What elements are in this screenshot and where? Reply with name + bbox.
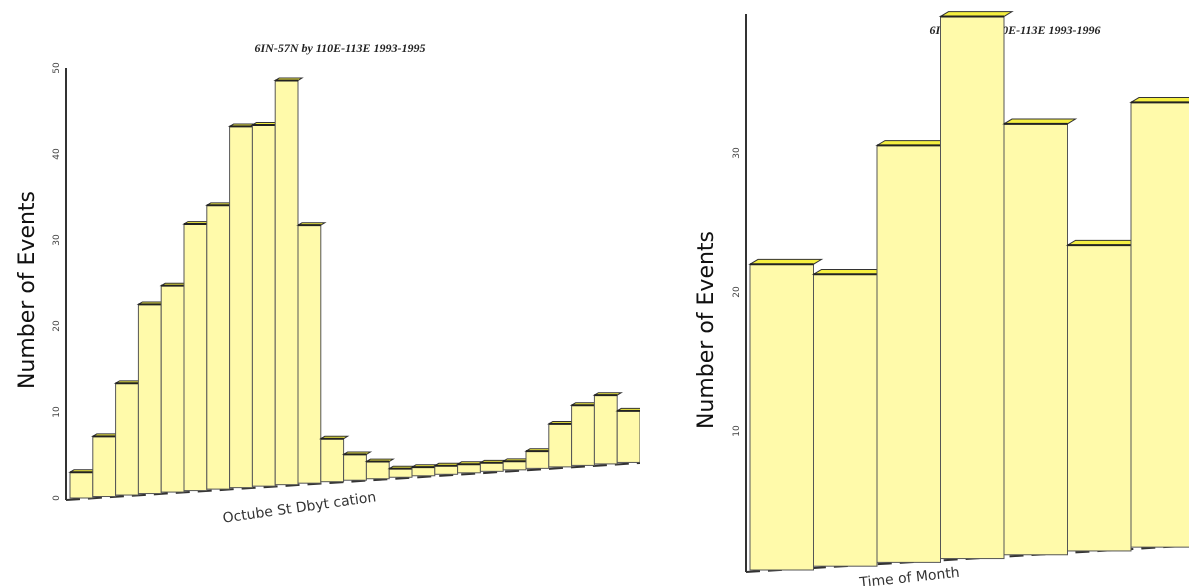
right-chart-panel: 6IN-57N by 110E-113E 1993-1996 Number of… [640,0,1189,586]
right-histogram: 6IN-57N by 110E-113E 1993-1996 Number of… [694,11,1189,586]
bar [136,301,168,495]
bar [546,420,578,468]
bar [748,258,824,571]
bar [68,469,99,499]
y-tick-label: 10 [52,406,62,418]
left-histogram: 6IN-57N by 110E-113E 1993-1995 Number of… [15,41,640,527]
right-y-axis-label: Number of Events [694,231,719,429]
left-y-axis-label: Number of Events [15,191,40,389]
bar [875,140,951,563]
left-chart-title: 6IN-57N by 110E-113E 1993-1995 [255,41,426,55]
bar [1129,97,1189,548]
bar [387,465,418,478]
bar [341,451,373,481]
y-tick-label: 30 [52,234,62,246]
y-tick-label: 50 [52,62,62,74]
bar [615,407,640,463]
bar [592,392,624,465]
y-tick-label: 20 [732,286,742,298]
left-chart-panel: 6IN-57N by 110E-113E 1993-1995 Number of… [15,41,640,527]
bar [296,222,327,484]
bar [1065,239,1141,552]
y-tick-label: 30 [732,147,742,159]
y-tick-label: 10 [732,425,742,437]
bar [1002,118,1078,556]
bar [938,11,1014,560]
y-tick-label: 20 [52,320,62,332]
y-tick-label: 0 [52,495,62,501]
right-x-axis-label: Time of Month [858,565,961,586]
y-tick-label: 40 [52,148,62,160]
bar [364,458,396,480]
bar [811,268,887,567]
left-x-axis-label: Octube St Dbyt cation [222,489,378,526]
